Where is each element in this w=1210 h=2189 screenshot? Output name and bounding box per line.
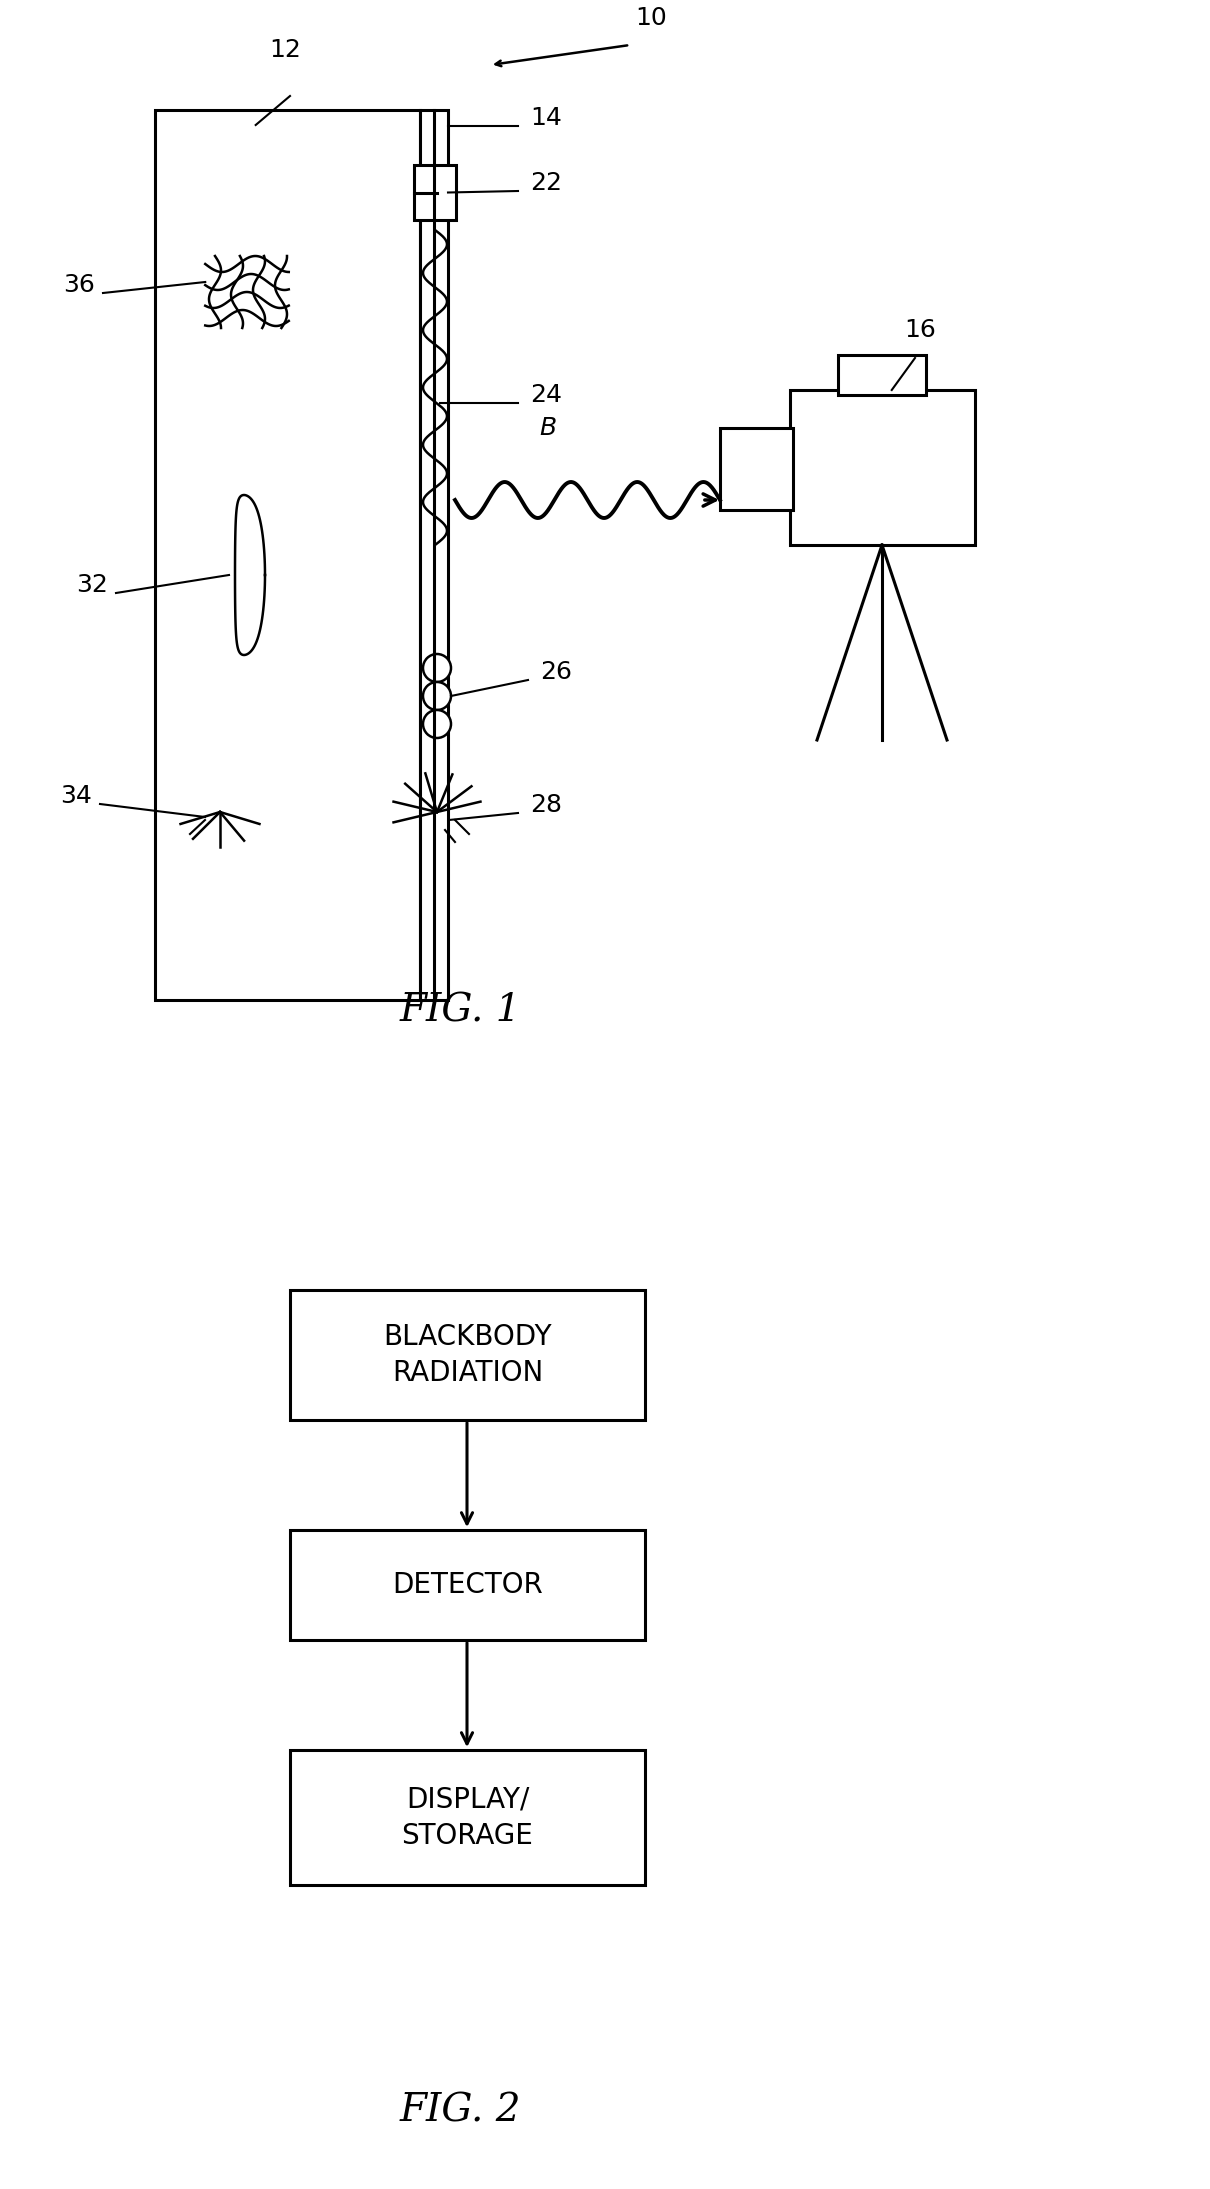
Bar xyxy=(155,109,420,1000)
Text: 22: 22 xyxy=(530,171,561,195)
Text: 24: 24 xyxy=(530,383,561,407)
Bar xyxy=(290,1530,645,1640)
Text: FIG. 1: FIG. 1 xyxy=(399,994,520,1031)
Text: DETECTOR: DETECTOR xyxy=(392,1572,543,1598)
Bar xyxy=(720,429,793,510)
Text: 34: 34 xyxy=(60,784,92,808)
Text: BLACKBODY
RADIATION: BLACKBODY RADIATION xyxy=(384,1322,552,1388)
Text: 10: 10 xyxy=(635,7,667,31)
Circle shape xyxy=(424,655,451,683)
Text: 16: 16 xyxy=(904,317,937,341)
Text: 32: 32 xyxy=(76,574,108,598)
Bar xyxy=(290,1289,645,1421)
Bar xyxy=(290,1749,645,1885)
Circle shape xyxy=(424,709,451,738)
Text: 36: 36 xyxy=(63,274,96,298)
Bar xyxy=(839,355,926,394)
Text: FIG. 2: FIG. 2 xyxy=(399,2093,520,2130)
Text: 26: 26 xyxy=(540,661,572,683)
Bar xyxy=(420,109,448,1000)
Circle shape xyxy=(424,683,451,709)
Text: 28: 28 xyxy=(530,792,561,816)
Text: DISPLAY/
STORAGE: DISPLAY/ STORAGE xyxy=(402,1784,534,1850)
Bar xyxy=(790,390,975,545)
Text: 14: 14 xyxy=(530,105,561,129)
Bar xyxy=(414,164,456,221)
Text: B: B xyxy=(540,416,557,440)
Text: 12: 12 xyxy=(269,37,301,61)
